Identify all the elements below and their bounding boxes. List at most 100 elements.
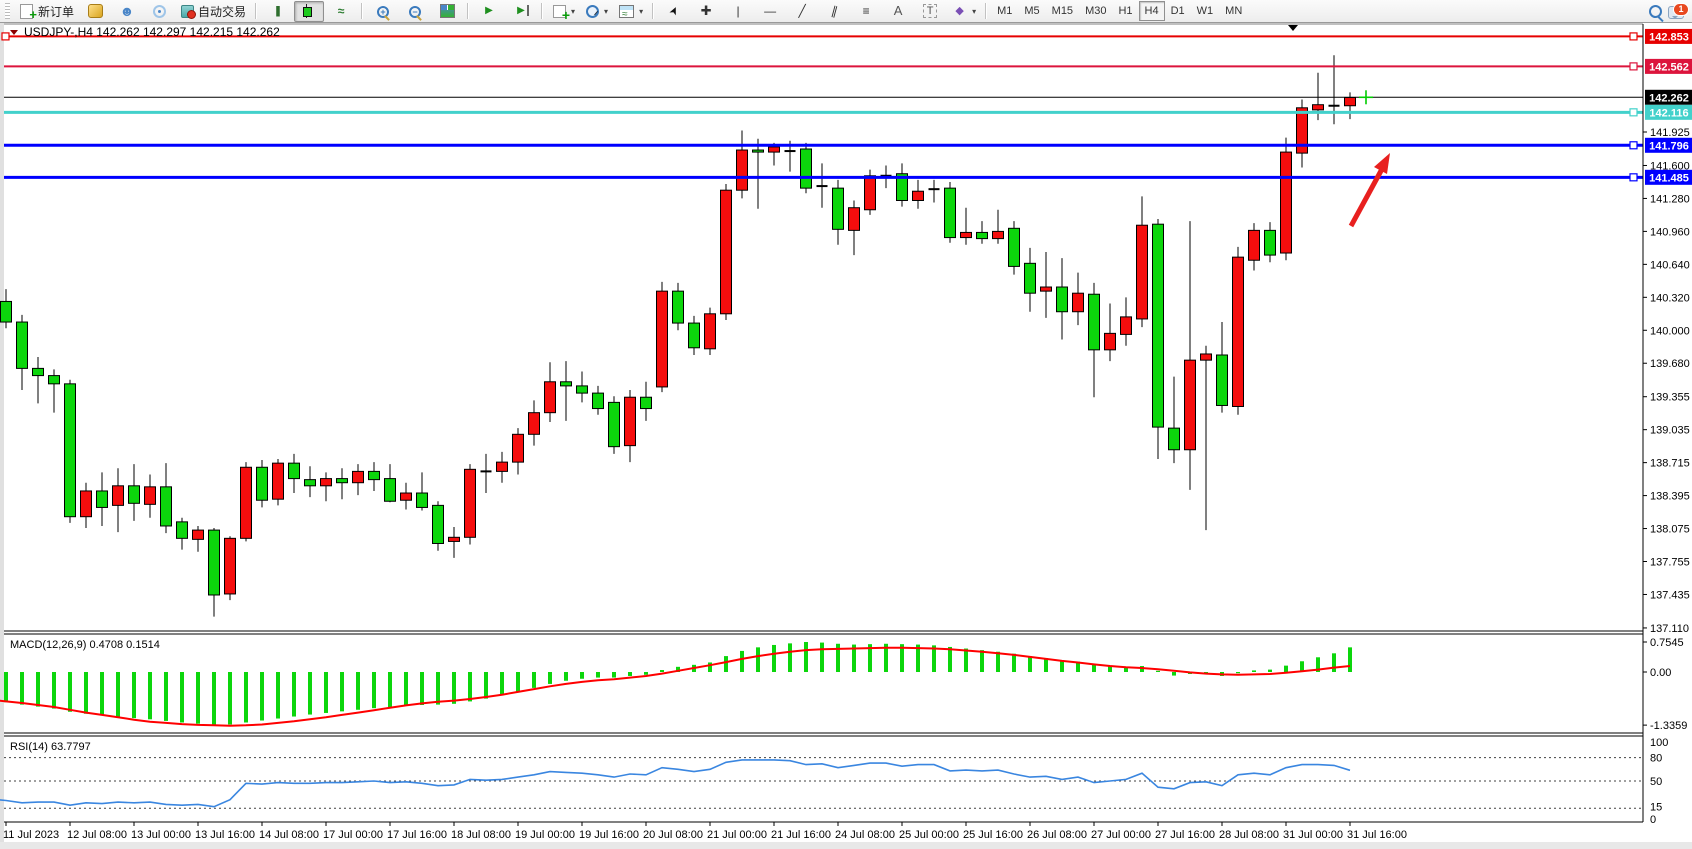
timeframe-m15-button[interactable]: M15 (1051, 5, 1074, 17)
indicators-button[interactable]: ▾ (548, 1, 579, 23)
macd-bar (356, 672, 360, 710)
timeframe-m1-button[interactable]: M1 (997, 5, 1013, 17)
timeframe-h1-button[interactable]: H1 (1118, 5, 1133, 17)
candle-body (704, 313, 716, 350)
line-handle[interactable] (1629, 173, 1638, 182)
chart-shift-marker[interactable] (1288, 25, 1298, 31)
periods-button[interactable]: ▾ (581, 1, 612, 22)
line-handle[interactable] (1629, 141, 1638, 150)
macd-bar (548, 672, 552, 684)
rsi-label: RSI(14) 63.7797 (10, 741, 91, 753)
bar-chart-button[interactable]: ||| (262, 1, 292, 22)
svg-text:141.600: 141.600 (1650, 160, 1690, 172)
macd-bar (260, 672, 264, 721)
timeframe-h4-button[interactable]: H4 (1138, 1, 1165, 21)
zoom-in-button[interactable]: + (368, 1, 398, 22)
signals-button[interactable] (144, 1, 174, 22)
crosshair-button[interactable]: ✚ (691, 1, 721, 22)
zoom-out-button[interactable]: − (400, 1, 430, 22)
candle-body (400, 492, 412, 501)
horizontal-price-line[interactable] (1, 32, 1643, 41)
macd-bar (852, 644, 856, 672)
chart-shift-button[interactable]: ▶ (506, 1, 536, 22)
line-handle[interactable] (1, 32, 10, 41)
svg-text:139.355: 139.355 (1650, 392, 1690, 404)
chat-icon[interactable]: 1 (1668, 2, 1689, 19)
timeframe-m30-button[interactable]: M30 (1085, 5, 1107, 17)
templates-dropdown-icon[interactable]: ▾ (639, 6, 644, 16)
candle-body (1312, 104, 1324, 111)
text-button[interactable]: A (883, 1, 913, 22)
auto-scroll-button[interactable]: ▶ (474, 1, 504, 22)
line-chart-button[interactable]: ≈ (326, 1, 356, 22)
metaquotes-button[interactable] (80, 1, 110, 22)
candle-body (624, 396, 636, 447)
fibonacci-button[interactable]: ≡ (851, 1, 881, 22)
horizontal-price-line[interactable] (4, 173, 1643, 182)
macd-bar (116, 672, 120, 717)
horizontal-price-line[interactable] (4, 108, 1643, 117)
horizontal-price-line[interactable] (4, 141, 1643, 150)
chart-area[interactable]: 141.925 141.600 141.280 140.960 140.640 140.3… (0, 23, 1692, 849)
horizontal-price-line[interactable] (4, 62, 1643, 71)
macd-bar (420, 672, 424, 706)
macd-bar (996, 651, 1000, 672)
chart-canvas[interactable]: 141.925 141.600 141.280 140.960 140.640 140.3… (0, 23, 1692, 849)
vertical-line-button[interactable]: | (723, 1, 753, 22)
arrows-button[interactable]: ◆ ▾ (947, 1, 980, 22)
date-label: 24 Jul 08:00 (835, 829, 895, 841)
arrows-dropdown-icon[interactable]: ▾ (972, 6, 977, 16)
annotation-arrow[interactable] (1348, 153, 1390, 228)
timeframe-d1-button[interactable]: D1 (1170, 5, 1185, 17)
cursor-button[interactable]: ➤ (659, 1, 689, 22)
macd-bar (1156, 670, 1160, 672)
auto-trading-button[interactable]: 自动交易 (176, 1, 250, 22)
symbol-dropdown-icon[interactable] (10, 30, 18, 35)
new-order-button[interactable]: 新订单 (14, 1, 78, 23)
macd-bar (756, 647, 760, 672)
equidistant-channel-button[interactable]: ∥ (819, 1, 849, 22)
line-handle[interactable] (1629, 108, 1638, 117)
date-label: 13 Jul 16:00 (195, 829, 255, 841)
macd-bar (788, 643, 792, 672)
bar-chart-icon: ||| (275, 5, 280, 17)
macd-bar (1284, 665, 1288, 672)
macd-bar (372, 672, 376, 709)
macd-bar (1300, 661, 1304, 672)
macd-bar (1092, 664, 1096, 672)
periods-dropdown-icon[interactable]: ▾ (604, 6, 609, 16)
macd-bar (884, 643, 888, 672)
candle-body (144, 486, 156, 505)
timeframe-mn-button[interactable]: MN (1225, 5, 1243, 17)
search-icon[interactable] (1649, 4, 1662, 18)
community-button[interactable]: ☻ (112, 1, 142, 22)
indicators-dropdown-icon[interactable]: ▾ (571, 6, 576, 16)
macd-bar (740, 650, 744, 672)
candle-body (368, 470, 380, 481)
timeframe-m5-button[interactable]: M5 (1024, 5, 1040, 17)
svg-text:142.116: 142.116 (1649, 107, 1688, 119)
date-label: 25 Jul 00:00 (899, 829, 959, 841)
svg-text:141.280: 141.280 (1650, 193, 1690, 205)
line-handle[interactable] (1629, 62, 1638, 71)
text-label-button[interactable]: T (915, 1, 945, 22)
svg-text:139.035: 139.035 (1650, 425, 1690, 437)
timeframe-w1-button[interactable]: W1 (1196, 5, 1214, 17)
macd-bar (1108, 666, 1112, 672)
horizontal-line-button[interactable]: — (755, 1, 785, 22)
candle-body (832, 187, 844, 230)
templates-button[interactable]: ▾ (614, 1, 647, 23)
candle-body (1104, 332, 1116, 351)
candle-body (592, 392, 604, 410)
svg-text:138.715: 138.715 (1650, 458, 1690, 470)
candlestick-chart-button[interactable] (294, 0, 325, 22)
tile-windows-button[interactable] (432, 1, 462, 22)
candle-body (240, 466, 252, 539)
macd-bar (564, 672, 568, 681)
candle-body (1264, 229, 1276, 256)
line-handle[interactable] (1629, 32, 1638, 41)
macd-bar (628, 672, 632, 676)
trendline-button[interactable]: ╱ (787, 1, 817, 22)
macd-bar (724, 656, 728, 672)
community-icon: ☻ (119, 3, 135, 19)
